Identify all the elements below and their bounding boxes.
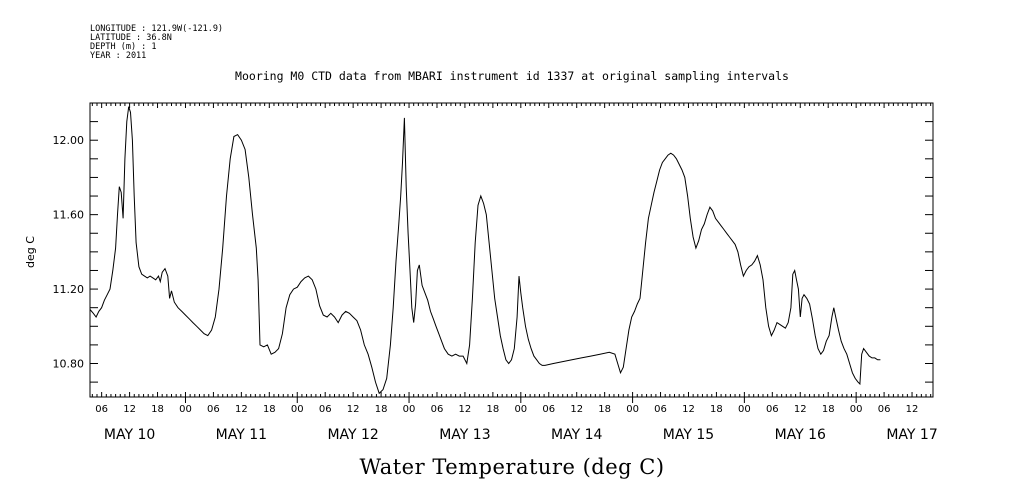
day-tick-label: MAY 13 [439, 427, 490, 443]
header-line-longitude: LONGITUDE : 121.9W(-121.9) [90, 24, 223, 34]
hour-tick-label: 18 [710, 404, 723, 415]
hour-tick-label: 06 [766, 404, 779, 415]
y-tick-label: 10.80 [53, 358, 85, 371]
hour-tick-label: 12 [459, 404, 472, 415]
hour-tick-label: 06 [207, 404, 220, 415]
hour-tick-label: 18 [487, 404, 500, 415]
hour-tick-label: 18 [151, 404, 164, 415]
hour-tick-label: 06 [431, 404, 444, 415]
hour-tick-label: 12 [570, 404, 583, 415]
y-tick-label: 11.20 [53, 283, 85, 296]
y-tick-labels: 10.80 11.20 11.60 12.00 [53, 134, 85, 370]
hour-tick-label: 00 [291, 404, 304, 415]
hour-tick-label: 00 [850, 404, 863, 415]
day-tick-label: MAY 16 [775, 427, 826, 443]
series-line-water-temperature [89, 106, 881, 395]
hour-tick-label: 06 [319, 404, 332, 415]
plot-frame [89, 102, 934, 398]
hour-tick-label: 18 [598, 404, 611, 415]
y-tick-label: 11.60 [53, 209, 85, 222]
day-tick-label: MAY 17 [886, 427, 937, 443]
hour-tick-label: 06 [95, 404, 108, 415]
chart-title: Mooring M0 CTD data from MBARI instrumen… [235, 69, 789, 83]
header-line-depth: DEPTH (m) : 1 [90, 42, 157, 52]
hour-tick-label: 18 [263, 404, 276, 415]
day-tick-label: MAY 15 [663, 427, 714, 443]
y-tick-label: 12.00 [53, 134, 85, 147]
day-tick-labels: MAY 10 MAY 11 MAY 12 MAY 13 MAY 14 MAY 15 MAY … [104, 427, 938, 443]
hour-tick-label: 00 [738, 404, 751, 415]
hour-tick-label: 18 [375, 404, 388, 415]
hour-tick-label: 12 [794, 404, 807, 415]
hour-tick-label: 12 [235, 404, 248, 415]
hour-tick-label: 12 [123, 404, 136, 415]
axis-ticks [90, 102, 933, 403]
hour-tick-label: 06 [654, 404, 667, 415]
day-tick-label: MAY 14 [551, 427, 602, 443]
hour-tick-label: 00 [179, 404, 192, 415]
hour-tick-label: 12 [347, 404, 360, 415]
hour-tick-label: 06 [542, 404, 555, 415]
day-tick-label: MAY 10 [104, 427, 155, 443]
hour-tick-label: 18 [822, 404, 835, 415]
y-axis-label: deg C [24, 236, 37, 268]
hour-tick-label: 00 [514, 404, 527, 415]
hour-tick-label: 00 [626, 404, 639, 415]
day-tick-label: MAY 12 [327, 427, 378, 443]
hour-tick-labels: 06 12 18 00 06 12 18 00 06 12 18 00 06 12 18 00 06 12 18 00… [95, 404, 918, 415]
hour-tick-label: 12 [682, 404, 695, 415]
hour-tick-label: 12 [906, 404, 919, 415]
day-tick-label: MAY 11 [216, 427, 267, 443]
header-line-year: YEAR : 2011 [90, 51, 146, 61]
hour-tick-label: 06 [878, 404, 891, 415]
header-line-latitude: LATITUDE : 36.8N [90, 33, 172, 43]
footer-title: Water Temperature (deg C) [359, 455, 664, 479]
hour-tick-label: 00 [403, 404, 416, 415]
header-info: LONGITUDE : 121.9W(-121.9) LATITUDE : 36… [90, 24, 223, 61]
